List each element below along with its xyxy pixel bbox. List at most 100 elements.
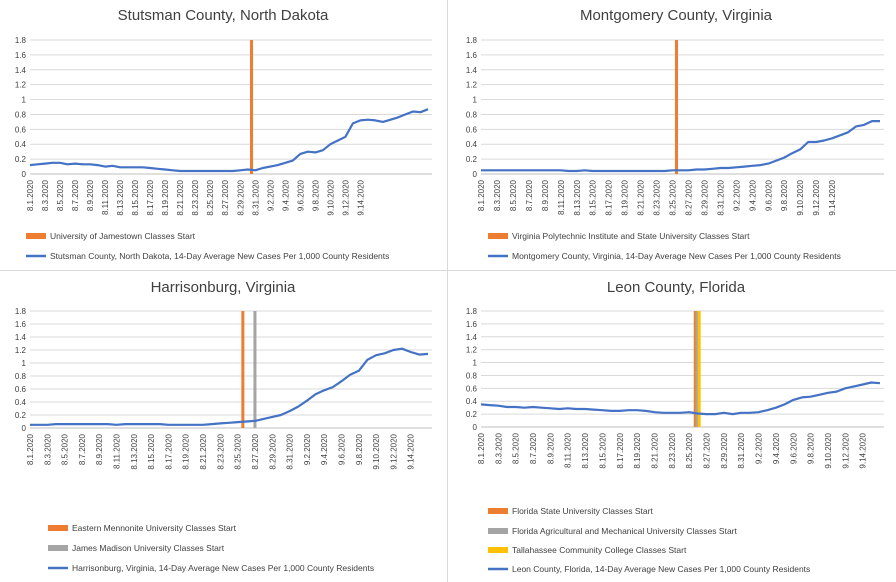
x-tick-label: 9.4.2020: [281, 179, 290, 211]
y-tick-label: 0.4: [15, 140, 27, 149]
legend-label: Florida State University Classes Start: [512, 506, 653, 516]
x-tick-label: 8.15.2020: [131, 179, 140, 215]
y-tick-label: 0: [22, 424, 27, 433]
panel-divider-vertical: [447, 0, 448, 582]
y-tick-label: 0: [22, 170, 27, 179]
x-tick-label: 8.17.2020: [616, 432, 625, 468]
legend-swatch: [48, 545, 68, 551]
series-line: [29, 108, 429, 173]
x-tick-label: 8.5.2020: [56, 179, 65, 211]
y-tick-label: 1.2: [466, 81, 478, 90]
series-line: [30, 347, 429, 426]
x-tick-label: 8.1.2020: [477, 432, 486, 464]
x-tick-label: 8.11.2020: [564, 432, 573, 468]
x-tick-label: 8.29.2020: [268, 433, 277, 469]
x-tick-label: 8.19.2020: [161, 179, 170, 215]
legend-swatch: [488, 508, 508, 514]
legend-label: Eastern Mennonite University Classes Sta…: [72, 523, 237, 533]
y-tick-label: 0.2: [466, 155, 478, 164]
event-bar: [241, 311, 245, 428]
x-tick-label: 8.27.2020: [684, 179, 693, 215]
legend-label: University of Jamestown Classes Start: [50, 231, 196, 241]
y-tick-label: 1: [22, 359, 27, 368]
y-tick-label: 1.2: [466, 346, 478, 355]
x-tick-label: 9.4.2020: [772, 432, 781, 464]
y-tick-label: 0.6: [466, 384, 478, 393]
y-tick-label: 0: [473, 170, 478, 179]
x-tick-label: 8.15.2020: [598, 432, 607, 468]
x-tick-label: 8.17.2020: [605, 179, 614, 215]
legend-swatch: [488, 233, 508, 239]
x-tick-label: 8.31.2020: [716, 179, 725, 215]
x-tick-label: 8.21.2020: [650, 432, 659, 468]
x-tick-label: 9.12.2020: [812, 179, 821, 215]
y-tick-label: 1.4: [15, 66, 27, 75]
x-tick-label: 8.29.2020: [236, 179, 245, 215]
series-line: [481, 119, 880, 173]
x-tick-label: 9.6.2020: [337, 433, 346, 465]
x-tick-label: 8.5.2020: [61, 433, 70, 465]
x-tick-label: 8.3.2020: [41, 179, 50, 211]
y-tick-label: 0.6: [15, 125, 27, 134]
x-tick-label: 8.19.2020: [633, 432, 642, 468]
x-tick-label: 8.13.2020: [573, 179, 582, 215]
series-line: [480, 381, 881, 416]
x-tick-label: 8.9.2020: [95, 433, 104, 465]
x-tick-label: 9.2.2020: [755, 432, 764, 464]
y-tick-label: 0.2: [15, 155, 27, 164]
legend-label: Tallahassee Community College Classes St…: [512, 545, 687, 555]
x-tick-label: 9.4.2020: [748, 179, 757, 211]
x-tick-label: 8.1.2020: [26, 433, 35, 465]
x-tick-label: 9.10.2020: [824, 432, 833, 468]
y-tick-label: 0.8: [466, 371, 478, 380]
x-tick-label: 8.25.2020: [669, 179, 678, 215]
chart-1: Stutsman County, North Dakota 0 0.2 0.4 0.6 0…: [15, 7, 432, 261]
x-tick-label: 9.8.2020: [311, 179, 320, 211]
event-bar: [693, 311, 697, 427]
x-tick-label: 8.7.2020: [78, 433, 87, 465]
x-tick-label: 8.21.2020: [637, 179, 646, 215]
y-tick-label: 1.6: [15, 320, 27, 329]
y-tick-label: 1.6: [466, 320, 478, 329]
event-bar: [697, 311, 701, 427]
x-tick-label: 8.15.2020: [147, 433, 156, 469]
y-tick-label: 1.8: [15, 307, 27, 316]
x-tick-label: 9.8.2020: [780, 179, 789, 211]
x-tick-label: 8.25.2020: [234, 433, 243, 469]
x-tick-label: 8.9.2020: [541, 179, 550, 211]
x-tick-label: 9.12.2020: [389, 433, 398, 469]
x-tick-label: 9.10.2020: [796, 179, 805, 215]
event-bar: [253, 311, 257, 428]
x-tick-label: 8.9.2020: [546, 432, 555, 464]
y-tick-label: 0.6: [15, 385, 27, 394]
x-tick-label: 9.4.2020: [320, 433, 329, 465]
y-tick-label: 1.2: [15, 81, 27, 90]
x-tick-label: 8.21.2020: [176, 179, 185, 215]
legend-label: Virginia Polytechnic Institute and State…: [512, 231, 750, 241]
x-tick-label: 8.21.2020: [199, 433, 208, 469]
x-tick-label: 9.6.2020: [789, 432, 798, 464]
x-tick-label: 8.1.2020: [477, 179, 486, 211]
x-tick-label: 9.6.2020: [296, 179, 305, 211]
panel-divider-horizontal: [0, 270, 896, 271]
y-tick-label: 1.4: [15, 333, 27, 342]
event-bar: [695, 311, 699, 427]
x-tick-label: 8.27.2020: [221, 179, 230, 215]
x-tick-label: 9.14.2020: [407, 433, 416, 469]
x-tick-label: 9.10.2020: [326, 179, 335, 215]
x-tick-label: 8.3.2020: [493, 179, 502, 211]
x-tick-label: 9.2.2020: [732, 179, 741, 211]
y-tick-label: 0.8: [15, 110, 27, 119]
chart-3: Harrisonburg, Virginia 0 0.2 0.4 0.6 0.8 1 1.2 1…: [15, 279, 432, 573]
x-tick-label: 8.7.2020: [71, 179, 80, 211]
x-tick-label: 8.5.2020: [512, 432, 521, 464]
x-tick-label: 8.23.2020: [191, 179, 200, 215]
legend-swatch: [488, 547, 508, 553]
y-tick-label: 1: [22, 96, 27, 105]
legend-label: Harrisonburg, Virginia, 14-Day Average N…: [72, 563, 374, 573]
x-tick-label: 8.19.2020: [621, 179, 630, 215]
x-tick-label: 8.13.2020: [130, 433, 139, 469]
y-tick-label: 0.4: [466, 397, 478, 406]
legend-label: Montgomery County, Virginia, 14-Day Aver…: [512, 251, 841, 261]
